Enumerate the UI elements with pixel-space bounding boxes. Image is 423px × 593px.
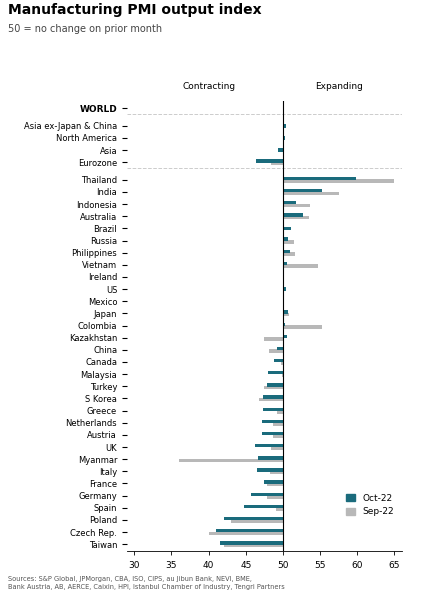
Bar <box>264 480 283 484</box>
Bar <box>283 334 287 338</box>
Bar <box>278 148 283 152</box>
Bar <box>263 396 283 399</box>
Bar <box>283 301 284 304</box>
Bar <box>262 432 283 435</box>
Bar <box>283 252 295 256</box>
Bar <box>179 459 283 462</box>
Bar <box>244 505 283 508</box>
Bar <box>283 180 394 183</box>
Bar <box>270 471 283 474</box>
Bar <box>275 508 283 511</box>
Bar <box>283 262 287 265</box>
Bar <box>266 483 283 486</box>
Legend: Oct-22, Sep-22: Oct-22, Sep-22 <box>342 490 397 520</box>
Bar <box>283 323 285 326</box>
Bar <box>283 204 310 207</box>
Bar <box>283 288 286 291</box>
Bar <box>271 447 283 450</box>
Bar <box>277 410 283 413</box>
Bar <box>258 456 283 460</box>
Bar <box>283 177 356 180</box>
Bar <box>283 240 294 244</box>
Bar <box>283 216 309 219</box>
Bar <box>282 374 283 377</box>
Bar <box>277 347 283 350</box>
Bar <box>272 422 283 426</box>
Bar <box>264 386 283 390</box>
Text: Manufacturing PMI output index: Manufacturing PMI output index <box>8 3 262 17</box>
Bar <box>268 371 283 375</box>
Bar <box>274 359 283 362</box>
Bar <box>283 313 289 317</box>
Bar <box>223 517 283 520</box>
Bar <box>231 519 283 523</box>
Bar <box>283 310 288 314</box>
Text: Sources: S&P Global, JPMorgan, CBA, ISO, CIPS, au Jibun Bank, NEVI, BME,
Bank Au: Sources: S&P Global, JPMorgan, CBA, ISO,… <box>8 576 285 590</box>
Bar <box>269 349 283 353</box>
Text: 50 = no change on prior month: 50 = no change on prior month <box>8 24 162 34</box>
Bar <box>257 468 283 471</box>
Bar <box>283 227 291 230</box>
Bar <box>283 325 322 329</box>
Bar <box>251 493 283 496</box>
Bar <box>216 529 283 533</box>
Bar <box>281 362 283 365</box>
Bar <box>266 383 283 387</box>
Bar <box>255 444 283 447</box>
Bar <box>283 264 318 268</box>
Bar <box>223 544 283 547</box>
Bar <box>283 106 284 110</box>
Bar <box>271 161 283 165</box>
Text: Expanding: Expanding <box>315 82 363 91</box>
Bar <box>283 124 286 127</box>
Bar <box>283 136 285 140</box>
Bar <box>262 420 283 423</box>
Bar <box>283 189 322 192</box>
Bar <box>263 407 283 411</box>
Bar <box>266 495 283 499</box>
Text: Contracting: Contracting <box>182 82 235 91</box>
Bar <box>283 250 290 253</box>
Bar <box>273 435 283 438</box>
Bar <box>283 275 284 279</box>
Bar <box>264 337 283 341</box>
Bar <box>283 213 303 216</box>
Bar <box>209 532 283 535</box>
Bar <box>283 201 297 205</box>
Bar <box>283 192 339 195</box>
Bar <box>259 398 283 401</box>
Bar <box>220 541 283 544</box>
Bar <box>283 237 288 241</box>
Bar <box>256 159 283 162</box>
